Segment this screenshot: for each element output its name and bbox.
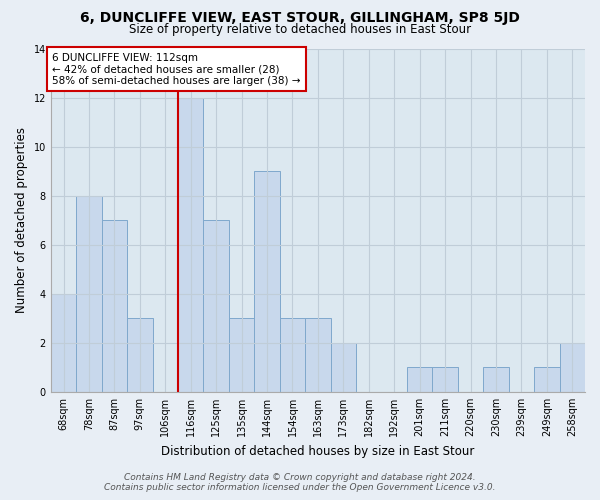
Bar <box>51 294 76 392</box>
Bar <box>331 343 356 392</box>
Y-axis label: Number of detached properties: Number of detached properties <box>15 128 28 314</box>
Bar <box>76 196 101 392</box>
X-axis label: Distribution of detached houses by size in East Stour: Distribution of detached houses by size … <box>161 444 475 458</box>
Bar <box>127 318 152 392</box>
Bar <box>433 368 458 392</box>
Bar <box>101 220 127 392</box>
Text: 6 DUNCLIFFE VIEW: 112sqm
← 42% of detached houses are smaller (28)
58% of semi-d: 6 DUNCLIFFE VIEW: 112sqm ← 42% of detach… <box>52 52 301 86</box>
Bar <box>203 220 229 392</box>
Text: 6, DUNCLIFFE VIEW, EAST STOUR, GILLINGHAM, SP8 5JD: 6, DUNCLIFFE VIEW, EAST STOUR, GILLINGHA… <box>80 11 520 25</box>
Bar <box>229 318 254 392</box>
Bar <box>407 368 433 392</box>
Bar <box>178 98 203 392</box>
Text: Size of property relative to detached houses in East Stour: Size of property relative to detached ho… <box>129 22 471 36</box>
Bar <box>305 318 331 392</box>
Bar <box>534 368 560 392</box>
Bar <box>560 343 585 392</box>
Bar <box>280 318 305 392</box>
Bar <box>483 368 509 392</box>
Bar <box>254 172 280 392</box>
Text: Contains HM Land Registry data © Crown copyright and database right 2024.
Contai: Contains HM Land Registry data © Crown c… <box>104 473 496 492</box>
